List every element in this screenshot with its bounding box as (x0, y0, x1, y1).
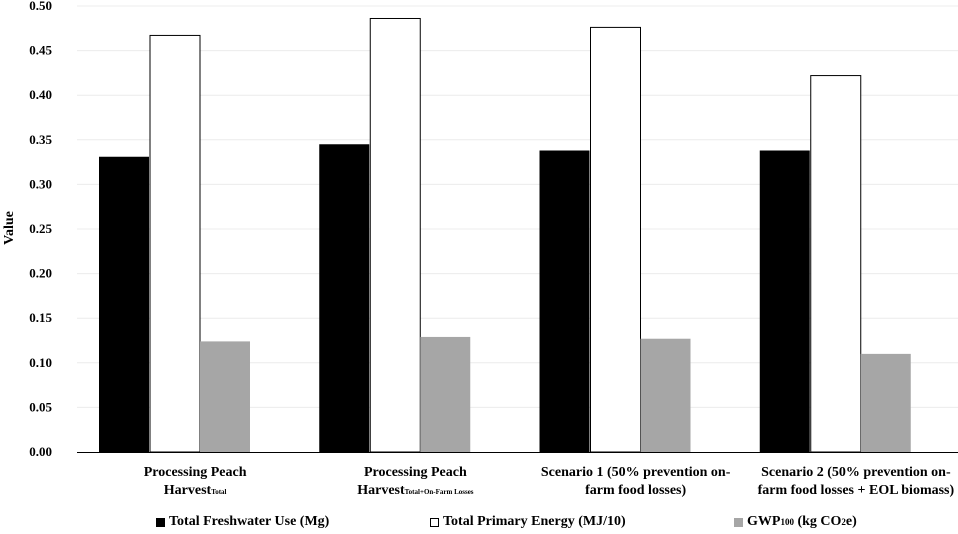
x-category-label: Scenario 2 (50% prevention on- (761, 465, 951, 480)
y-tick-label: 0.45 (29, 43, 52, 58)
x-category-label-line2: farm food losses) (585, 483, 686, 498)
category-labels: Processing Peach HarvestTotal Processing P… (144, 465, 955, 498)
y-tick-label: 0.25 (29, 221, 52, 236)
bar-gwp (200, 341, 250, 452)
y-axis-label: Value (2, 211, 17, 245)
bar-chart: 0.00 0.05 0.10 0.15 0.20 0.25 0.30 0.35 0.40 0.45… (2, 0, 958, 498)
bar-primary-energy (590, 26, 641, 453)
y-tick-label: 0.40 (29, 87, 52, 102)
y-tick-label: 0.10 (29, 355, 52, 370)
y-tick-label: 0.20 (29, 266, 52, 281)
legend-swatch-gwp (734, 517, 743, 527)
bar-freshwater (539, 150, 590, 452)
legend-label-primary-energy: Total Primary Energy (MJ/10) (443, 514, 626, 529)
legend-item-primary-energy: Total Primary Energy (MJ/10) (430, 514, 626, 530)
x-category-label: Processing Peach (144, 465, 247, 480)
y-tick-label: 0.50 (29, 0, 52, 13)
bar-freshwater (99, 156, 149, 453)
x-category-label: Processing Peach (364, 465, 467, 480)
y-tick-label: 0.35 (29, 132, 52, 147)
bar-primary-energy (810, 75, 862, 453)
legend-swatch-primary-energy (430, 517, 439, 527)
y-tick-label: 0.15 (29, 310, 52, 325)
bar-freshwater (319, 144, 370, 452)
bar-primary-energy (369, 17, 421, 453)
bar-freshwater (759, 150, 810, 452)
y-tick-label: 0.30 (29, 176, 52, 191)
legend: Total Freshwater Use (Mg) Total Primary … (0, 514, 958, 534)
legend-label-gwp: GWP100 (kg CO2e) (747, 514, 857, 529)
legend-item-freshwater: Total Freshwater Use (Mg) (156, 514, 329, 530)
bars (99, 17, 911, 453)
x-category-label: Scenario 1 (50% prevention on- (541, 465, 731, 480)
y-tick-label: 0.05 (29, 399, 52, 414)
bar-gwp (420, 336, 471, 452)
y-tick-label: 0.00 (29, 444, 52, 459)
bar-gwp (860, 353, 911, 452)
y-axis-ticks: 0.00 0.05 0.10 0.15 0.20 0.25 0.30 0.35 0.40 0.45… (29, 0, 52, 459)
x-category-label-line2: farm food losses + EOL biomass) (758, 483, 955, 498)
legend-swatch-freshwater (156, 517, 165, 527)
legend-label-freshwater: Total Freshwater Use (Mg) (169, 514, 330, 529)
legend-item-gwp: GWP100 (kg CO2e) (734, 514, 857, 530)
x-category-label-line2: HarvestTotal (164, 483, 227, 498)
bar-gwp (640, 338, 691, 452)
bar-primary-energy (149, 34, 201, 453)
x-category-label-line2: HarvestTotal+On-Farm Losses (357, 483, 474, 498)
